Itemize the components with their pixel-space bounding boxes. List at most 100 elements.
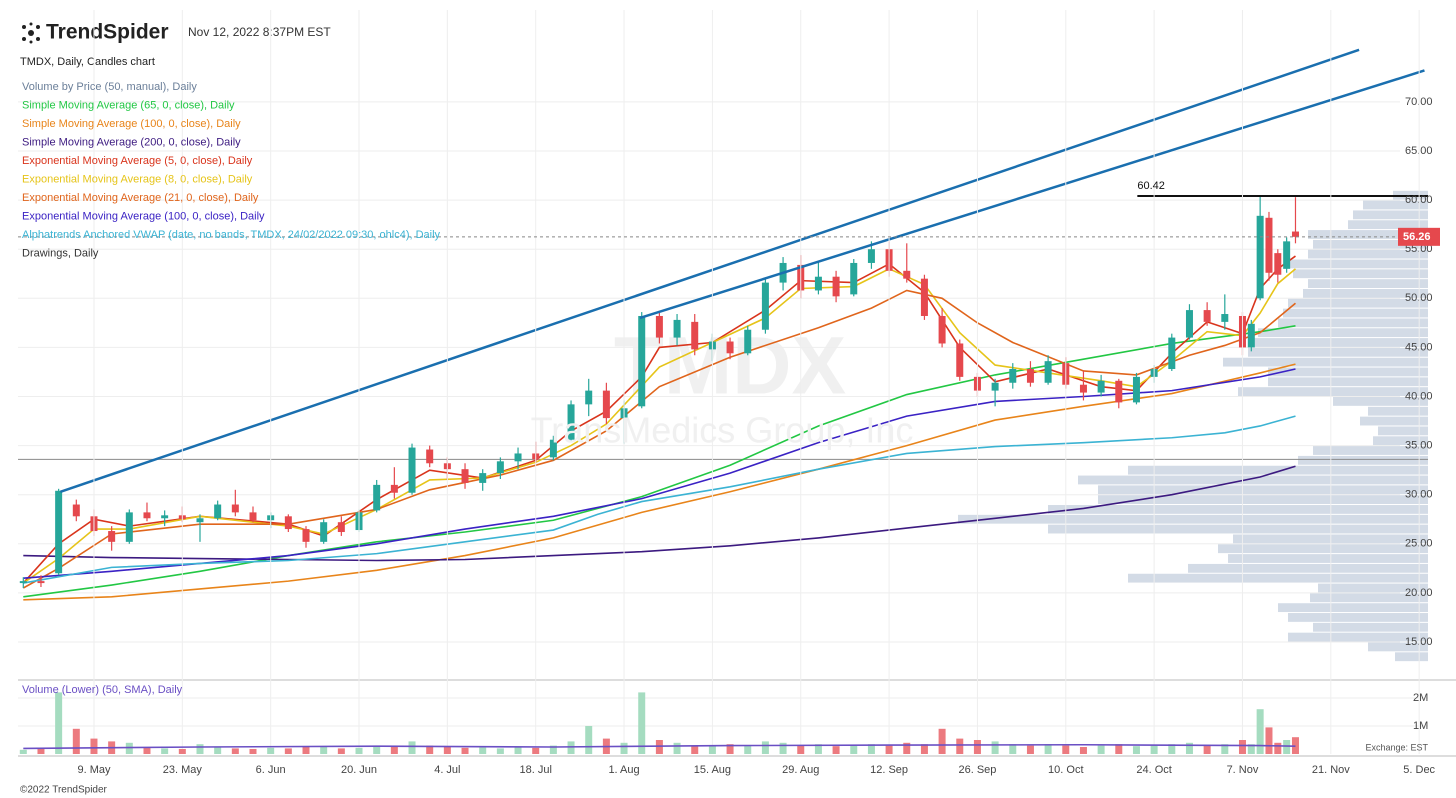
candle-body bbox=[37, 581, 45, 584]
volume-by-price-bar bbox=[1288, 259, 1428, 269]
candle-body bbox=[373, 484, 381, 511]
indicator-line bbox=[23, 368, 1296, 579]
volume-tick-label: 2M bbox=[1413, 692, 1428, 704]
volume-bar bbox=[426, 745, 434, 754]
volume-bar bbox=[567, 741, 575, 754]
candle-body bbox=[585, 390, 593, 405]
volume-by-price-bar bbox=[1368, 642, 1428, 652]
x-tick-label: 5. Dec bbox=[1403, 764, 1435, 776]
candle-body bbox=[567, 404, 575, 440]
volume-bar bbox=[408, 741, 416, 754]
volume-bar bbox=[1274, 742, 1282, 754]
candle-body bbox=[991, 382, 999, 391]
legend-entry: Simple Moving Average (200, 0, close), D… bbox=[22, 136, 241, 148]
candle-body bbox=[938, 315, 946, 344]
volume-bar bbox=[55, 692, 63, 754]
indicator-line bbox=[22, 255, 1296, 584]
volume-bar bbox=[178, 748, 186, 754]
volume-bar bbox=[19, 749, 27, 754]
volume-bar bbox=[867, 744, 875, 754]
volume-bar bbox=[655, 740, 663, 754]
candle-body bbox=[408, 447, 416, 493]
volume-by-price-bar bbox=[1310, 593, 1428, 603]
candle-body bbox=[1203, 310, 1211, 322]
volume-bar bbox=[214, 747, 222, 754]
volume-by-price-bar bbox=[1348, 220, 1428, 230]
indicator-line bbox=[23, 363, 1296, 601]
candle-body bbox=[850, 262, 858, 295]
candle-body bbox=[1291, 231, 1299, 237]
volume-by-price-bar bbox=[1308, 249, 1428, 259]
candle-body bbox=[726, 341, 734, 354]
volume-bar bbox=[1168, 744, 1176, 754]
candle-body bbox=[320, 522, 328, 542]
volume-title: Volume (Lower) (50, SMA), Daily bbox=[22, 684, 183, 696]
volume-bar bbox=[691, 745, 699, 754]
candle-body bbox=[867, 249, 875, 263]
candle-body bbox=[1274, 253, 1282, 275]
volume-bar bbox=[726, 744, 734, 754]
candle-body bbox=[1283, 241, 1291, 269]
volume-by-price-bar bbox=[1298, 455, 1428, 465]
volume-bar bbox=[1079, 747, 1087, 754]
x-tick-label: 26. Sep bbox=[958, 764, 996, 776]
legend-entry: Exponential Moving Average (5, 0, close)… bbox=[22, 155, 253, 167]
candle-body bbox=[655, 315, 663, 338]
x-tick-label: 18. Jul bbox=[519, 764, 551, 776]
volume-by-price-bar bbox=[1278, 603, 1428, 613]
volume-by-price-bar bbox=[1293, 269, 1428, 279]
volume-bar bbox=[744, 745, 752, 754]
volume-bar bbox=[373, 745, 381, 754]
candle-body bbox=[161, 515, 169, 519]
volume-bar bbox=[1203, 745, 1211, 754]
volume-bar bbox=[532, 747, 540, 754]
price-tag-label: 56.26 bbox=[1403, 231, 1431, 243]
volume-bar bbox=[956, 738, 964, 754]
volume-bar bbox=[1238, 740, 1246, 754]
volume-by-price-bar bbox=[1378, 426, 1428, 436]
volume-bar bbox=[885, 745, 893, 754]
legend-entry: Simple Moving Average (100, 0, close), D… bbox=[22, 118, 241, 130]
volume-by-price-bar bbox=[1288, 613, 1428, 622]
x-tick-label: 20. Jun bbox=[341, 764, 377, 776]
volume-bar bbox=[673, 742, 681, 754]
legend-entry: Exponential Moving Average (100, 0, clos… bbox=[22, 210, 265, 222]
volume-bar bbox=[1009, 744, 1017, 754]
x-tick-label: 7. Nov bbox=[1227, 764, 1259, 776]
volume-bar bbox=[337, 748, 345, 754]
volume-by-price-bar bbox=[1238, 387, 1428, 397]
volume-by-price-bar bbox=[1360, 416, 1428, 426]
volume-by-price-bar bbox=[1098, 495, 1428, 505]
volume-by-price-bar bbox=[1313, 446, 1428, 455]
price-tag bbox=[1398, 227, 1440, 246]
volume-by-price-bar bbox=[1248, 338, 1428, 347]
volume-bar bbox=[267, 747, 275, 754]
volume-bar bbox=[1283, 740, 1291, 754]
volume-bar bbox=[761, 741, 769, 754]
legend-entry: Exponential Moving Average (21, 0, close… bbox=[22, 192, 259, 204]
volume-bar bbox=[390, 746, 398, 754]
candle-body bbox=[814, 276, 822, 291]
volume-by-price-bar bbox=[1268, 367, 1428, 377]
x-tick-label: 1. Aug bbox=[608, 764, 639, 776]
volume-bar bbox=[443, 747, 451, 754]
volume-bar bbox=[302, 747, 310, 754]
volume-bar bbox=[585, 726, 593, 754]
volume-by-price-bar bbox=[1098, 485, 1428, 495]
volume-tick-label: 1M bbox=[1413, 720, 1428, 732]
volume-bar bbox=[991, 741, 999, 754]
x-tick-label: 21. Nov bbox=[1312, 764, 1350, 776]
x-tick-label: 24. Oct bbox=[1136, 764, 1171, 776]
volume-by-price-bar bbox=[1218, 544, 1428, 554]
candle-body bbox=[231, 504, 239, 513]
volume-by-price-bar bbox=[1373, 436, 1428, 446]
volume-bar bbox=[1265, 727, 1273, 754]
x-tick-label: 29. Aug bbox=[782, 764, 819, 776]
volume-bar bbox=[708, 746, 716, 754]
x-tick-label: 23. May bbox=[163, 764, 203, 776]
volume-bar bbox=[620, 742, 628, 754]
volume-bar bbox=[196, 744, 204, 754]
candle-body bbox=[108, 531, 116, 542]
